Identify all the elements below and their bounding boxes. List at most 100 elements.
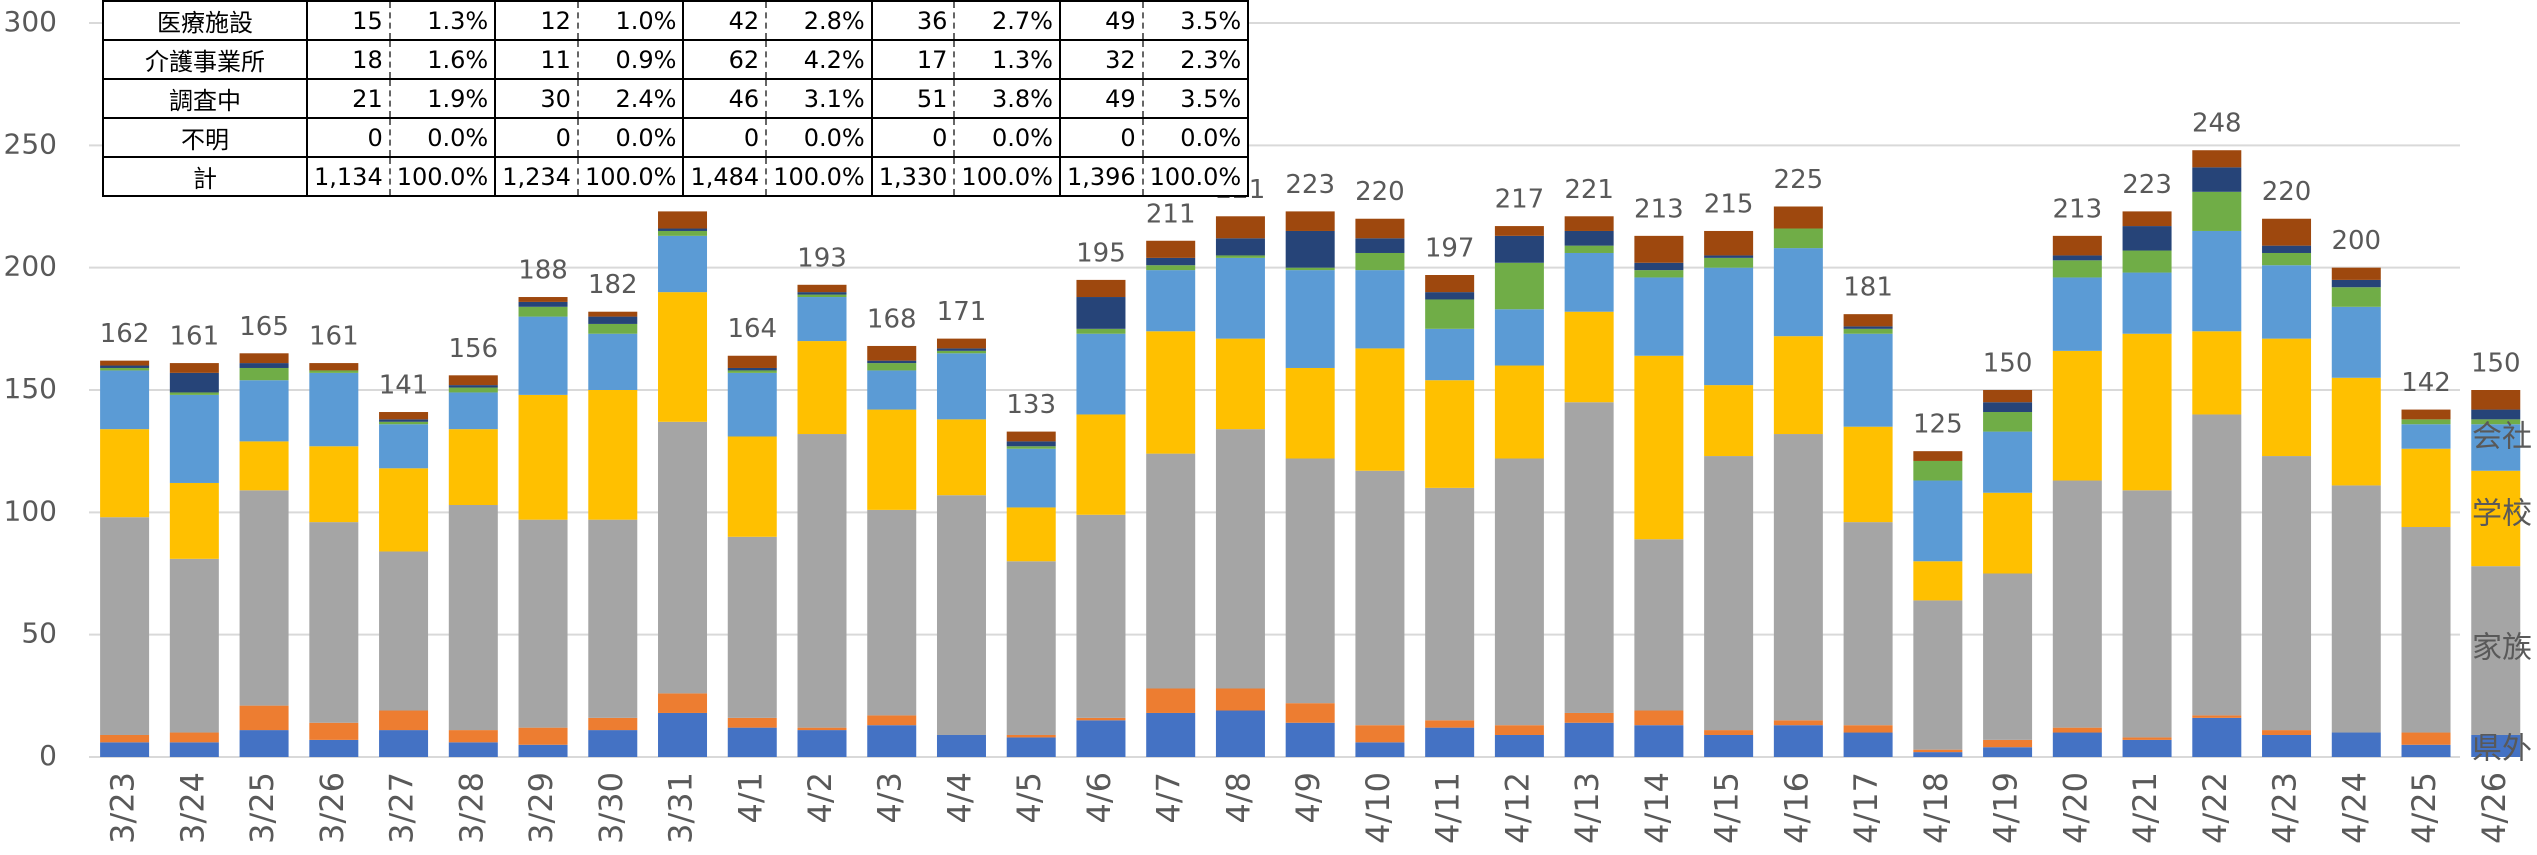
total-label: 211 — [1146, 199, 1196, 229]
bar-segment — [1006, 448, 1056, 508]
total-label: 223 — [1285, 170, 1335, 200]
y-tick-label: 200 — [4, 250, 57, 283]
bar-segment — [239, 490, 289, 706]
y-tick-label: 0 — [39, 739, 57, 772]
bar-segment — [1843, 314, 1893, 327]
bar-segment — [1076, 720, 1126, 757]
bar-segment — [2262, 734, 2312, 757]
bar-segment — [2122, 250, 2172, 273]
total-label: 161 — [309, 322, 359, 352]
table-cell: 21 — [306, 78, 391, 119]
table-cell: 1.3% — [953, 39, 1061, 80]
bar-segment — [1843, 328, 1893, 334]
bar-segment — [2192, 414, 2242, 716]
bar-segment — [1494, 458, 1544, 726]
bar-segment — [2331, 267, 2381, 280]
bar-segment — [2401, 409, 2451, 420]
y-tick-label: 250 — [4, 127, 57, 160]
legend-label: 県外 — [2472, 732, 2532, 767]
table-cell: 32 — [1058, 39, 1144, 80]
bar-segment — [100, 742, 150, 757]
total-label: 150 — [1983, 349, 2033, 379]
bar-segment — [1564, 712, 1614, 723]
bar-segment — [588, 717, 638, 731]
bar-segment — [100, 360, 150, 366]
bar-segment — [1634, 235, 1684, 263]
bar-segment — [1634, 355, 1684, 540]
total-label: 220 — [1355, 177, 1405, 207]
bar-segment — [2262, 252, 2312, 266]
bar-segment — [1773, 725, 1823, 757]
table-cell: 3.8% — [953, 78, 1061, 119]
bar-segment — [2052, 277, 2102, 351]
table-cell: 1.6% — [388, 39, 497, 80]
bar-segment — [1913, 561, 1963, 601]
bar-segment — [1704, 255, 1754, 258]
total-label: 225 — [1774, 165, 1824, 195]
bar-segment — [309, 522, 359, 723]
total-label: 162 — [100, 319, 150, 349]
bar-segment — [2331, 279, 2381, 288]
bar-segment — [448, 387, 498, 393]
total-label: 156 — [448, 334, 498, 364]
x-tick-label: 4/4 — [940, 772, 978, 824]
x-tick-label: 3/28 — [452, 772, 490, 844]
total-label: 150 — [2471, 349, 2521, 379]
bar-segment — [1564, 245, 1614, 253]
x-tick-label: 4/13 — [1568, 772, 1606, 844]
table-cell: 46 — [682, 78, 768, 119]
table-cell: 12 — [494, 0, 579, 41]
table-cell: 62 — [682, 39, 768, 80]
bar-segment — [448, 429, 498, 505]
table-cell: 調査中 — [102, 78, 308, 119]
bar-segment — [379, 421, 429, 425]
total-label: 223 — [2122, 170, 2172, 200]
bar-segment — [1215, 710, 1265, 757]
table-cell: 18 — [306, 39, 391, 80]
bar-segment — [1285, 270, 1335, 368]
table-row: 調査中 21 1.9% 30 2.4% 46 3.1% 51 3.8% 49 3.5% — [102, 78, 1250, 119]
bar-segment — [797, 284, 847, 293]
bar-segment — [1425, 380, 1475, 488]
table-cell: 2.3% — [1141, 39, 1250, 80]
bar-segment — [1913, 451, 1963, 461]
bar-segment — [1146, 331, 1196, 454]
bar-segment — [239, 730, 289, 757]
bar-segment — [379, 424, 429, 469]
bar-segment — [1634, 725, 1684, 757]
bar-segment — [309, 363, 359, 371]
table-cell: 0.0% — [388, 117, 497, 158]
bar-segment — [2471, 566, 2521, 735]
bar-segment — [2052, 727, 2102, 733]
bar-segment — [1564, 216, 1614, 231]
y-tick-label: 50 — [21, 617, 57, 650]
bar-segment — [936, 419, 986, 496]
bar-segment — [727, 355, 777, 368]
bar-segment — [2401, 419, 2451, 425]
bar-segment — [1215, 216, 1265, 239]
total-label: 125 — [1913, 410, 1963, 440]
bar-segment — [1704, 267, 1754, 386]
table-cell: 100.0% — [576, 156, 685, 197]
total-label: 188 — [518, 256, 568, 286]
table-cell: 3.5% — [1141, 0, 1250, 41]
bar-segment — [1076, 279, 1126, 298]
bar-segment — [797, 727, 847, 731]
bar-segment — [1076, 414, 1126, 515]
table-cell: 1.3% — [388, 0, 497, 41]
bar-segment — [2122, 739, 2172, 757]
x-tick-label: 4/17 — [1847, 772, 1885, 844]
table-cell: 計 — [102, 156, 308, 197]
x-tick-label: 4/2 — [801, 772, 839, 824]
table-cell: 2.8% — [765, 0, 873, 41]
total-label: 168 — [867, 304, 917, 334]
bar-segment — [2052, 480, 2102, 728]
bar-segment — [1355, 470, 1405, 726]
bar-segment — [936, 350, 986, 354]
bar-segment — [1146, 453, 1196, 689]
x-tick-label: 4/8 — [1219, 772, 1257, 824]
bar-segment — [1913, 749, 1963, 753]
bar-segment — [1146, 712, 1196, 757]
table-cell: 0.0% — [576, 117, 685, 158]
bar-segment — [1285, 367, 1335, 459]
